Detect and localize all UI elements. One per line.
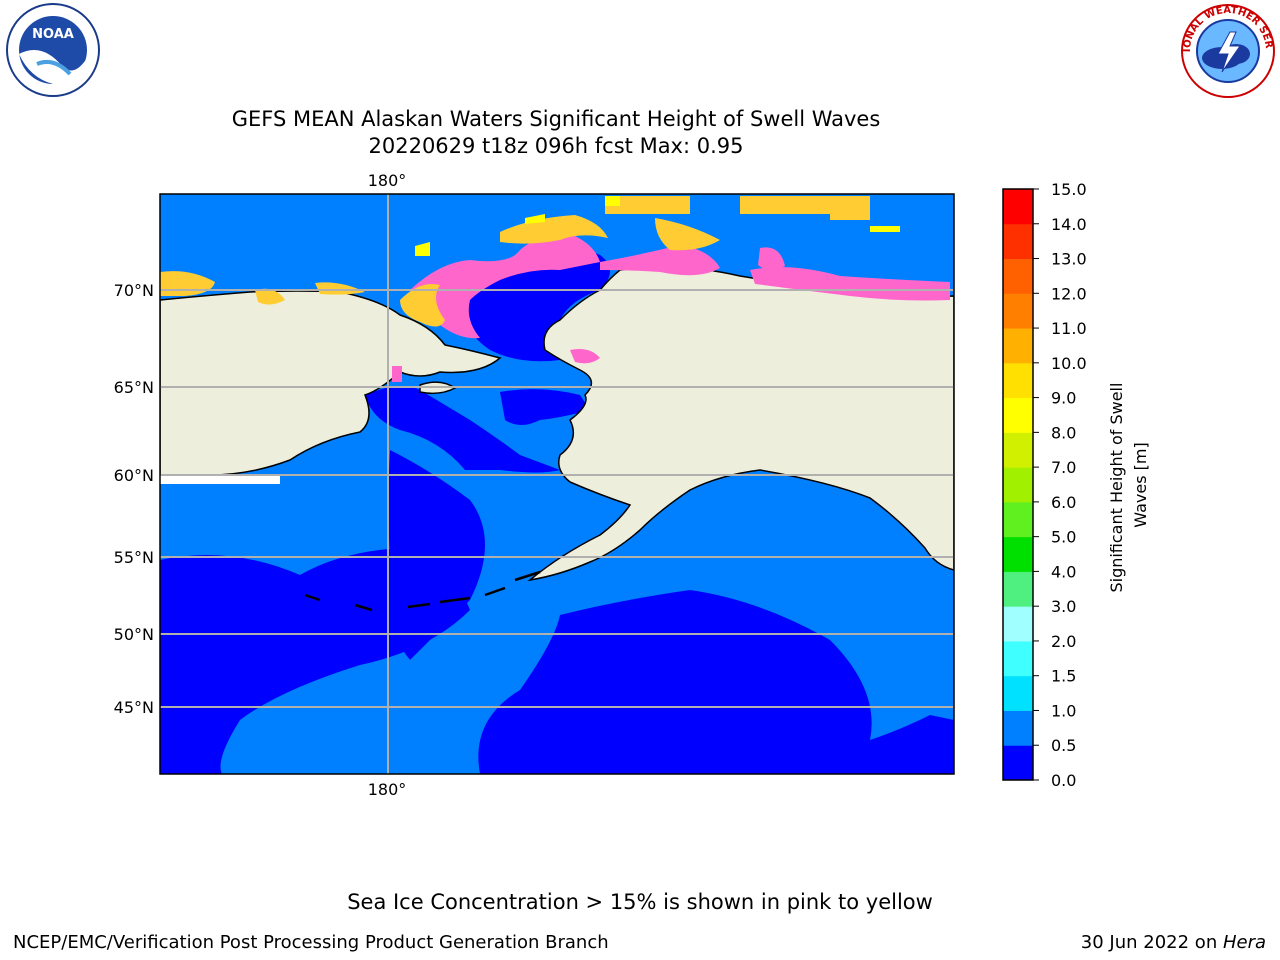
colorbar-tick-label: 3.0	[1051, 597, 1076, 616]
noaa-logo-text: NOAA	[32, 27, 74, 42]
sea-ice-beaufort	[600, 245, 720, 276]
noaa-logo: NOAA	[6, 3, 100, 97]
lon-label-top: 180°	[368, 171, 407, 190]
sea-ice-north-patches	[605, 196, 870, 251]
colorbar-segment	[1003, 536, 1033, 572]
colorbar-segment	[1003, 745, 1033, 781]
lat-label: 70°N	[114, 281, 154, 300]
colorbar-segment	[1003, 710, 1033, 746]
colorbar-segment	[1003, 328, 1033, 364]
sea-ice-layer	[160, 196, 950, 382]
chart-title-line-1: GEFS MEAN Alaskan Waters Significant Hei…	[231, 107, 881, 131]
lat-label: 55°N	[114, 548, 154, 567]
colorbar-tick-label: 1.5	[1051, 667, 1076, 686]
lat-label: 65°N	[114, 378, 154, 397]
colorbar-tick-label: 2.0	[1051, 632, 1076, 651]
footer-date-text: 30 Jun 2022 on	[1080, 932, 1223, 953]
swell-low-region-bering	[365, 386, 560, 473]
colorbar-tick-label: 15.0	[1051, 180, 1087, 199]
lat-labels: 70°N 65°N 60°N 55°N 50°N 45°N	[114, 281, 154, 717]
colorbar-tick-label: 1.0	[1051, 701, 1076, 720]
colorbar-tick-label: 11.0	[1051, 319, 1087, 338]
colorbar-segment	[1003, 432, 1033, 468]
colorbar-tick-label: 0.0	[1051, 771, 1076, 790]
sea-ice-west	[160, 271, 365, 305]
colorbar-segment	[1003, 293, 1033, 329]
sea-ice-chukchi-edge	[400, 215, 608, 327]
land-aleutians	[304, 570, 541, 612]
colorbar-segment	[1003, 606, 1033, 642]
lat-label: 45°N	[114, 698, 154, 717]
sea-ice-norton	[392, 247, 785, 382]
colorbar-segment	[1003, 189, 1033, 225]
colorbar-tick-label: 0.5	[1051, 736, 1076, 755]
colorbar-segment	[1003, 258, 1033, 294]
colorbar-tick-label: 10.0	[1051, 354, 1087, 373]
colorbar-tick-label: 4.0	[1051, 562, 1076, 581]
sea-ice-chukchi	[410, 235, 600, 339]
mask-band	[160, 476, 280, 484]
map-area	[160, 194, 954, 774]
colorbar-segment	[1003, 467, 1033, 503]
colorbar-segment	[1003, 362, 1033, 399]
colorbar-segment	[1003, 640, 1033, 677]
footer-date: 30 Jun 2022 on Hera	[1081, 932, 1266, 953]
colorbar-tick-label: 13.0	[1051, 250, 1087, 269]
colorbar-segment	[1003, 397, 1033, 433]
colorbar-frame	[1002, 188, 1034, 781]
colorbar-segment	[1003, 675, 1033, 711]
colorbar-segment	[1003, 223, 1033, 260]
lon-label-bottom: 180°	[368, 780, 407, 799]
colorbar-ticks: 15.0 14.0 13.0 12.0 11.0 10.0 9.0 8.0 7.0 6.0 5.0 4…	[1033, 180, 1087, 790]
colorbar-label-line-2: Waves [m]	[1131, 442, 1150, 527]
map-frame	[159, 193, 955, 775]
sea-ice-east	[750, 267, 950, 301]
colorbar	[1002, 188, 1034, 781]
swell-low-region-norton	[500, 389, 590, 425]
colorbar-segment	[1003, 571, 1033, 607]
nws-logo: NATIONAL WEATHER SERVICE	[1178, 2, 1275, 98]
swell-low-region-east	[478, 590, 954, 774]
colorbar-tick-label: 7.0	[1051, 458, 1076, 477]
colorbar-tick-label: 8.0	[1051, 423, 1076, 442]
graticule	[160, 194, 954, 774]
colorbar-tick-label: 6.0	[1051, 493, 1076, 512]
lat-label: 50°N	[114, 625, 154, 644]
swell-low-region-south	[160, 548, 470, 774]
colorbar-tick-label: 14.0	[1051, 215, 1087, 234]
chart-title-line-2: 20220629 t18z 096h fcst Max: 0.95	[368, 134, 744, 158]
sea-ice-note: Sea Ice Concentration > 15% is shown in …	[347, 890, 933, 914]
colorbar-label-line-1: Significant Height of Swell	[1107, 383, 1126, 593]
colorbar-label: Significant Height of Swell Waves [m]	[1107, 377, 1150, 592]
lat-label: 60°N	[114, 466, 154, 485]
footer-host: Hera	[1222, 932, 1266, 953]
colorbar-segment	[1003, 501, 1033, 538]
colorbar-tick-label: 9.0	[1051, 389, 1076, 408]
colorbar-tick-label: 12.0	[1051, 284, 1087, 303]
colorbar-tick-label: 5.0	[1051, 528, 1076, 547]
footer-branch: NCEP/EMC/Verification Post Processing Pr…	[13, 932, 609, 953]
